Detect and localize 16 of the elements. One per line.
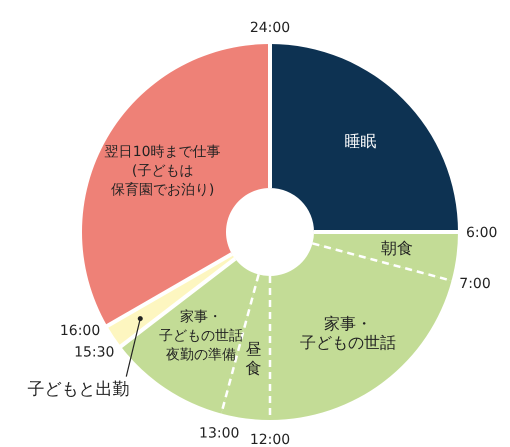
text: 16:00 [60,322,100,339]
slice-label: 睡眠 [344,131,377,150]
slice-label: 昼食 [245,339,262,378]
slice-label: 朝食 [380,238,413,258]
text: 7:00 [459,276,491,292]
text: 12:00 [250,432,290,447]
slice-label: 家事・子どもの世話 [300,314,396,352]
text: 15:30 [74,344,114,360]
donut-slice [82,44,270,326]
text: 24:00 [250,20,290,36]
donut-slice [270,44,458,232]
text: 6:00 [466,225,498,241]
slice-label: 翌日10時まで仕事(子どもは保育園でお泊り) [104,144,221,198]
slice-label: 家事・子どもの世話夜勤の準備 [159,309,244,364]
slice-label: 子どもと出勤 [27,380,130,400]
text: 13:00 [199,425,240,442]
